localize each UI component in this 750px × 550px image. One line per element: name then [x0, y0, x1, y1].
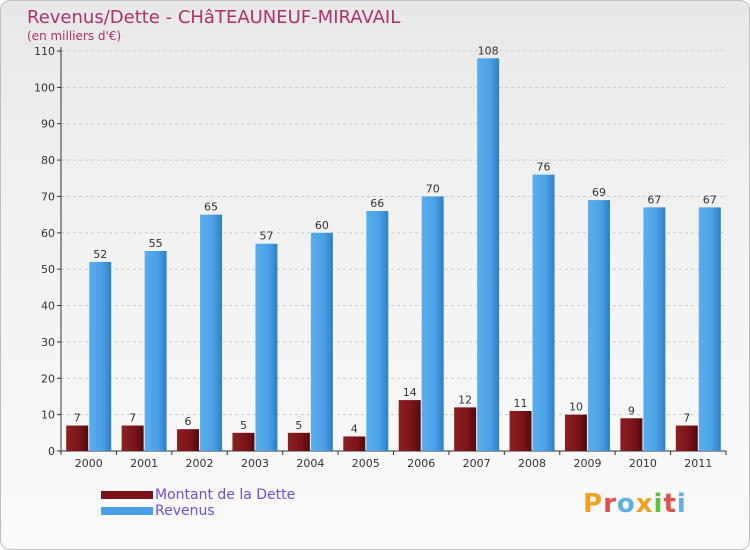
data-label-dette: 9 [628, 404, 635, 417]
y-tick-label: 90 [41, 118, 55, 131]
legend-item-dette: Montant de la Dette [101, 487, 295, 503]
y-tick-label: 10 [41, 409, 55, 422]
x-tick-label: 2011 [684, 457, 712, 470]
data-label-dette: 7 [683, 412, 690, 425]
data-label-revenus: 70 [426, 182, 440, 195]
legend-item-revenus: Revenus [101, 503, 295, 519]
y-tick-label: 50 [41, 263, 55, 276]
data-label-dette: 12 [458, 393, 472, 406]
data-label-revenus: 52 [93, 248, 107, 261]
x-tick-label: 2005 [352, 457, 380, 470]
y-tick-label: 40 [41, 300, 55, 313]
bar-revenus [587, 200, 610, 451]
y-tick-label: 60 [41, 227, 55, 240]
bar-revenus [532, 174, 555, 452]
data-label-revenus: 67 [647, 193, 661, 206]
bar-revenus [698, 207, 721, 451]
chart-title: Revenus/Dette - CHâTEAUNEUF-MIRAVAIL [27, 7, 401, 28]
data-label-revenus: 69 [592, 186, 606, 199]
logo-letter: r [603, 489, 617, 519]
data-label-dette: 7 [129, 412, 136, 425]
bar-dette [121, 425, 144, 451]
data-label-revenus: 60 [315, 219, 329, 232]
data-label-revenus: 57 [259, 230, 273, 243]
bar-revenus [89, 261, 112, 451]
x-tick-label: 2007 [463, 457, 491, 470]
bar-dette [675, 425, 698, 451]
proxiti-logo: Proxiti [583, 489, 687, 519]
legend: Montant de la Dette Revenus [101, 487, 295, 519]
logo-letter: o [616, 489, 636, 519]
y-tick-label: 30 [41, 336, 55, 349]
data-label-dette: 10 [569, 401, 583, 414]
logo-letter: i [676, 489, 687, 519]
y-tick-label: 0 [48, 445, 55, 458]
bar-dette [343, 436, 366, 451]
bar-dette [564, 414, 587, 451]
logo-letter: i [653, 489, 664, 519]
y-tick-label: 110 [34, 45, 55, 58]
x-tick-label: 2004 [296, 457, 324, 470]
legend-label-revenus: Revenus [155, 503, 215, 519]
data-label-dette: 6 [185, 415, 192, 428]
chart-subtitle: (en milliers d'€) [27, 29, 122, 43]
bar-dette [398, 400, 421, 451]
data-label-dette: 7 [74, 412, 81, 425]
logo-letter: P [583, 489, 604, 519]
bar-revenus [643, 207, 666, 451]
bar-dette [177, 429, 200, 451]
bar-dette [620, 418, 643, 451]
x-tick-label: 2010 [629, 457, 657, 470]
x-tick-label: 2001 [130, 457, 158, 470]
data-label-revenus: 76 [537, 161, 551, 174]
x-tick-label: 2002 [186, 457, 214, 470]
bar-dette [454, 407, 477, 451]
bar-dette [509, 411, 532, 451]
data-label-dette: 5 [240, 419, 247, 432]
data-label-dette: 5 [295, 419, 302, 432]
data-label-revenus: 66 [370, 197, 384, 210]
x-tick-label: 2009 [573, 457, 601, 470]
y-tick-label: 100 [34, 81, 55, 94]
data-label-revenus: 55 [149, 237, 163, 250]
data-label-revenus: 108 [478, 44, 499, 57]
bar-revenus [477, 58, 500, 451]
data-label-revenus: 67 [703, 193, 717, 206]
bar-dette [66, 425, 89, 451]
bar-revenus [421, 196, 444, 451]
bar-revenus [366, 211, 389, 451]
x-tick-label: 2006 [407, 457, 435, 470]
legend-swatch-dette [101, 491, 153, 499]
x-tick-label: 2000 [75, 457, 103, 470]
logo-letter: x [635, 489, 654, 519]
bar-revenus [310, 232, 333, 451]
logo-letter: t [663, 489, 677, 519]
bar-revenus [255, 243, 278, 451]
bar-revenus [144, 251, 167, 451]
bar-revenus [200, 214, 223, 451]
data-label-dette: 11 [514, 397, 528, 410]
legend-swatch-revenus [101, 507, 153, 515]
y-tick-label: 70 [41, 190, 55, 203]
bar-dette [287, 432, 310, 451]
data-label-dette: 14 [403, 386, 417, 399]
bar-dette [232, 432, 255, 451]
data-label-dette: 4 [351, 422, 358, 435]
x-tick-label: 2003 [241, 457, 269, 470]
data-label-revenus: 65 [204, 201, 218, 214]
legend-label-dette: Montant de la Dette [155, 487, 296, 503]
x-tick-label: 2008 [518, 457, 546, 470]
y-tick-label: 20 [41, 372, 55, 385]
y-tick-label: 80 [41, 154, 55, 167]
